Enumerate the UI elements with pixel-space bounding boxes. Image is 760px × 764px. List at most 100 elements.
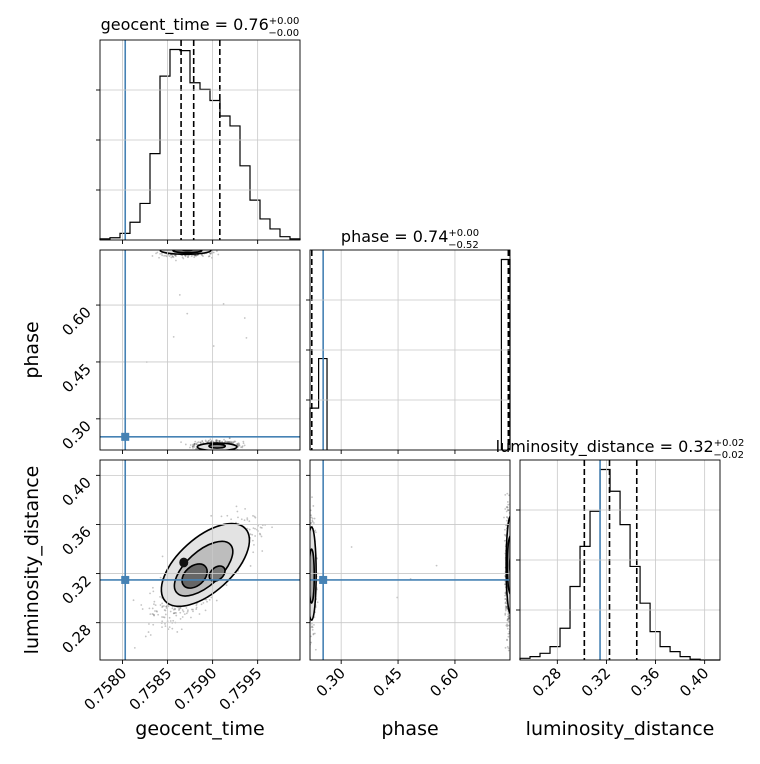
sample-point — [202, 255, 204, 258]
contour-inner — [310, 548, 316, 604]
sample-point — [189, 446, 191, 449]
sample-point — [507, 618, 510, 620]
sample-point — [507, 615, 510, 618]
sample-point — [159, 604, 162, 606]
sample-point — [197, 248, 199, 250]
sample-point — [182, 610, 185, 613]
sample-point — [307, 544, 309, 546]
sample-point — [181, 248, 183, 250]
sample-point — [208, 439, 210, 442]
y-tick-label: 0.36 — [58, 523, 94, 559]
sample-point — [197, 247, 199, 249]
sample-point — [174, 611, 176, 614]
sample-point — [183, 247, 185, 249]
sample-point — [172, 247, 174, 249]
sample-point — [186, 256, 189, 259]
sample-point — [506, 618, 509, 621]
sample-point — [511, 613, 513, 615]
sample-point — [235, 505, 238, 508]
panel-geocent-phase-frame — [99, 249, 301, 451]
hist-geocent_time-frame — [99, 39, 301, 241]
sample-point — [209, 252, 212, 255]
sample-point — [261, 550, 264, 552]
x-tick-label: 0.28 — [529, 664, 565, 700]
sample-point — [313, 517, 316, 520]
y-axis-label: luminosity_distance — [21, 466, 43, 655]
sample-point — [172, 335, 175, 338]
sample-point — [507, 619, 509, 622]
sample-point — [504, 601, 507, 604]
sample-point — [504, 493, 507, 496]
sample-point — [194, 254, 197, 257]
density-peak — [179, 557, 189, 568]
sample-point — [192, 445, 194, 448]
sample-point — [506, 623, 508, 626]
sample-point — [184, 255, 187, 258]
sample-point — [153, 600, 156, 603]
sample-point — [173, 612, 175, 615]
x-tick-label: 0.30 — [313, 664, 349, 700]
sample-point — [189, 248, 191, 250]
sample-point — [182, 248, 184, 250]
sample-point — [171, 607, 174, 610]
sample-point — [155, 610, 158, 612]
sample-point — [504, 605, 507, 608]
sample-point — [172, 608, 175, 611]
sample-point — [168, 626, 171, 629]
sample-point — [230, 518, 233, 521]
sample-point — [230, 440, 232, 443]
sample-point — [187, 247, 189, 249]
sample-point — [511, 573, 513, 575]
hist-bar — [250, 200, 260, 240]
title-upper: +0.00 — [269, 16, 300, 27]
sample-point — [511, 571, 513, 573]
sample-point — [307, 575, 309, 577]
sample-point — [507, 509, 510, 512]
sample-point — [306, 600, 308, 602]
sample-point — [507, 503, 510, 506]
hist-bar — [560, 628, 570, 660]
sample-point — [189, 444, 192, 446]
sample-point — [221, 440, 223, 443]
sample-point — [167, 605, 170, 608]
sample-point — [152, 590, 155, 593]
sample-point — [160, 252, 163, 255]
sample-point — [307, 569, 309, 571]
sample-point — [311, 496, 313, 499]
sample-point — [510, 558, 512, 560]
y-axis-label: phase — [21, 321, 43, 378]
sample-point — [210, 440, 213, 443]
sample-point — [504, 646, 507, 649]
x-tick-label: 0.60 — [426, 664, 462, 700]
sample-point — [304, 601, 306, 603]
sample-point — [164, 609, 167, 612]
hist-bar — [620, 525, 630, 660]
sample-point — [506, 492, 509, 495]
sample-point — [154, 604, 157, 607]
sample-point — [218, 440, 221, 442]
sample-point — [260, 526, 263, 529]
sample-point — [177, 247, 179, 249]
sample-point — [236, 443, 239, 446]
sample-point — [510, 567, 512, 569]
sample-point — [506, 501, 509, 503]
sample-point — [305, 552, 307, 554]
sample-point — [254, 527, 256, 530]
sample-point — [178, 609, 180, 612]
sample-point — [178, 608, 181, 611]
sample-point — [310, 641, 313, 644]
sample-point — [180, 441, 182, 444]
sample-point — [253, 515, 256, 518]
sample-point — [506, 506, 509, 509]
title-main: luminosity_distance = 0.32 — [496, 437, 714, 457]
sample-point — [184, 247, 186, 249]
sample-point — [193, 254, 196, 257]
sample-point — [190, 255, 193, 258]
sample-point — [193, 443, 196, 445]
sample-point — [233, 440, 236, 443]
sample-point — [307, 537, 309, 539]
sample-point — [229, 441, 232, 444]
sample-point — [507, 618, 510, 620]
sample-point — [179, 618, 182, 620]
